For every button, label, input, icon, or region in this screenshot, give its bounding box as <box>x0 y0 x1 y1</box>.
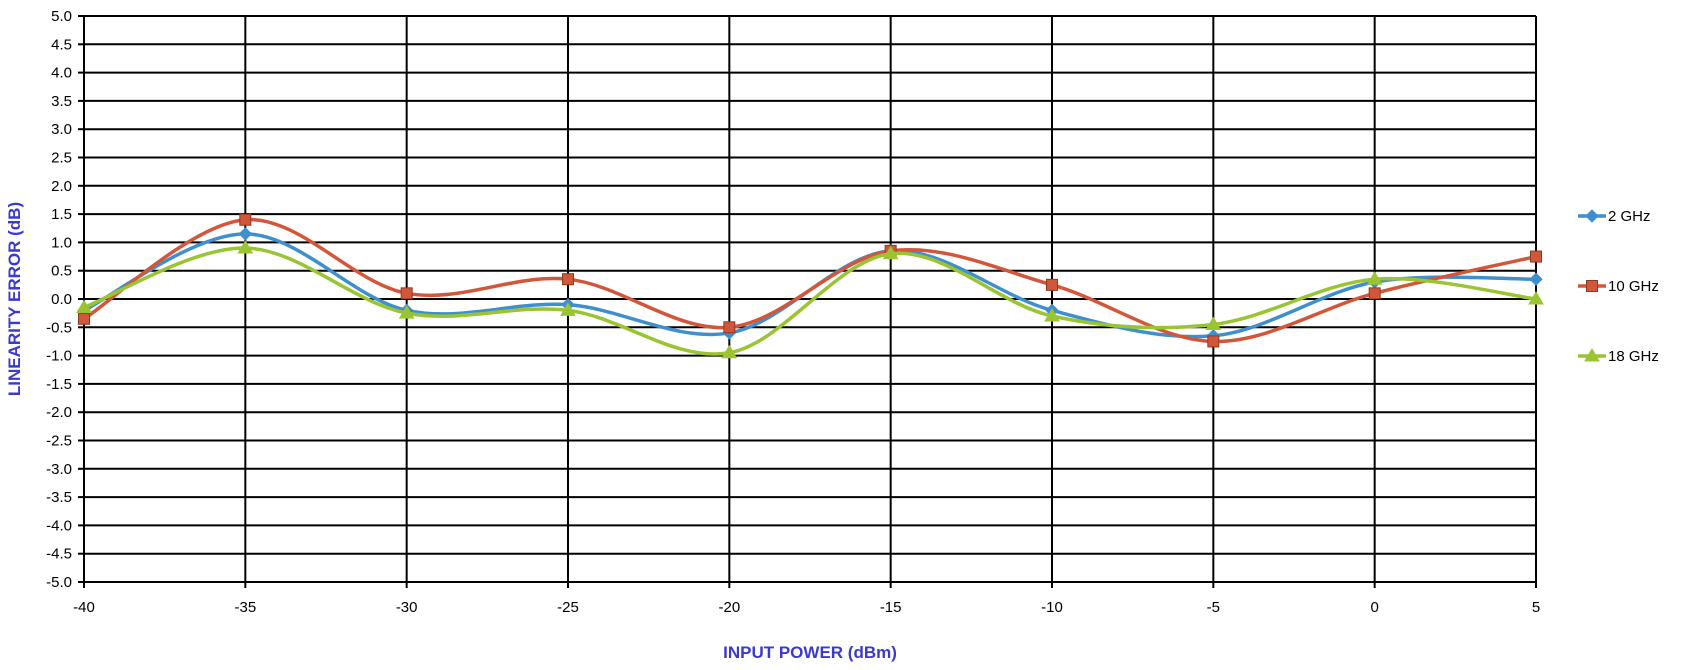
y-tick-label: 0.5 <box>51 263 72 280</box>
legend-entry: 18 GHz <box>1578 348 1659 365</box>
gridlines <box>78 15 1537 588</box>
y-tick-label: -5.0 <box>46 574 72 591</box>
series-line <box>83 217 1537 344</box>
y-tick-label: -1.5 <box>46 376 72 393</box>
data-point <box>1529 272 1543 286</box>
x-tick-label: -10 <box>1041 599 1063 616</box>
y-axis-title: LINEARITY ERROR (dB) <box>5 202 24 396</box>
x-tick-label: -35 <box>234 599 256 616</box>
data-point <box>239 213 252 226</box>
data-point <box>78 312 90 325</box>
y-tick-label: 1.5 <box>51 206 72 223</box>
data-point <box>76 299 92 313</box>
x-tick-label: -25 <box>557 599 579 616</box>
y-tick-label: -2.0 <box>46 404 72 421</box>
legend-entry: 2 GHz <box>1578 208 1651 225</box>
y-tick-label: -1.0 <box>46 348 72 365</box>
y-tick-label: 0.0 <box>51 291 72 308</box>
y-tick-label: 5.0 <box>51 8 72 25</box>
y-tick-label: -4.0 <box>46 517 72 534</box>
y-tick-label: 2.0 <box>51 178 72 195</box>
y-tick-label: -3.5 <box>46 489 72 506</box>
data-point <box>882 245 899 260</box>
x-tick-label: -40 <box>73 599 95 616</box>
x-tick-label: 0 <box>1370 599 1378 616</box>
y-tick-label: -2.5 <box>46 433 72 450</box>
data-point <box>1044 307 1060 322</box>
data-point <box>1205 316 1222 330</box>
data-point <box>1366 271 1383 285</box>
legend-label: 10 GHz <box>1608 278 1659 295</box>
data-point <box>398 305 415 319</box>
series-line <box>83 246 1537 356</box>
data-point <box>237 240 254 254</box>
legend-marker <box>1586 280 1598 292</box>
x-tick-label: -5 <box>1207 599 1220 616</box>
data-point <box>560 302 576 316</box>
legend-label: 2 GHz <box>1608 208 1651 225</box>
x-tick-label: -30 <box>396 599 418 616</box>
legend-entry: 10 GHz <box>1578 278 1659 295</box>
data-point <box>562 273 574 286</box>
data-point <box>1368 287 1381 300</box>
x-axis-title: INPUT POWER (dBm) <box>723 643 897 662</box>
y-tick-label: 3.0 <box>51 121 72 138</box>
series-18-ghz <box>76 240 1544 359</box>
x-tick-label: 5 <box>1532 599 1540 616</box>
tick-labels: 5.0 4.5 4.0 3.5 3.0 2.5 2.0 1.5 1.0 0.5 0.0 -0.5 -1.… <box>46 8 1540 616</box>
data-point <box>1046 278 1058 291</box>
data-point <box>1207 335 1220 348</box>
y-tick-label: 4.0 <box>51 65 72 82</box>
legend-label: 18 GHz <box>1608 348 1659 365</box>
legend: 2 GHz 10 GHz 18 GHz <box>1578 208 1659 365</box>
y-tick-label: 4.5 <box>51 36 72 53</box>
series-layer <box>76 213 1544 359</box>
y-tick-label: 1.0 <box>51 234 72 251</box>
data-point <box>1530 250 1542 263</box>
y-tick-label: -0.5 <box>46 319 72 336</box>
y-tick-label: -4.5 <box>46 546 72 563</box>
data-point <box>238 227 253 241</box>
y-tick-label: -3.0 <box>46 461 72 478</box>
x-tick-label: -20 <box>718 599 740 616</box>
data-point <box>400 287 413 300</box>
data-point <box>723 321 736 334</box>
y-tick-label: 2.5 <box>51 150 72 167</box>
x-tick-label: -15 <box>880 599 902 616</box>
y-tick-label: 3.5 <box>51 93 72 110</box>
data-point <box>1528 291 1544 305</box>
legend-marker <box>1584 348 1600 362</box>
data-point <box>721 344 738 359</box>
legend-marker <box>1585 209 1599 223</box>
